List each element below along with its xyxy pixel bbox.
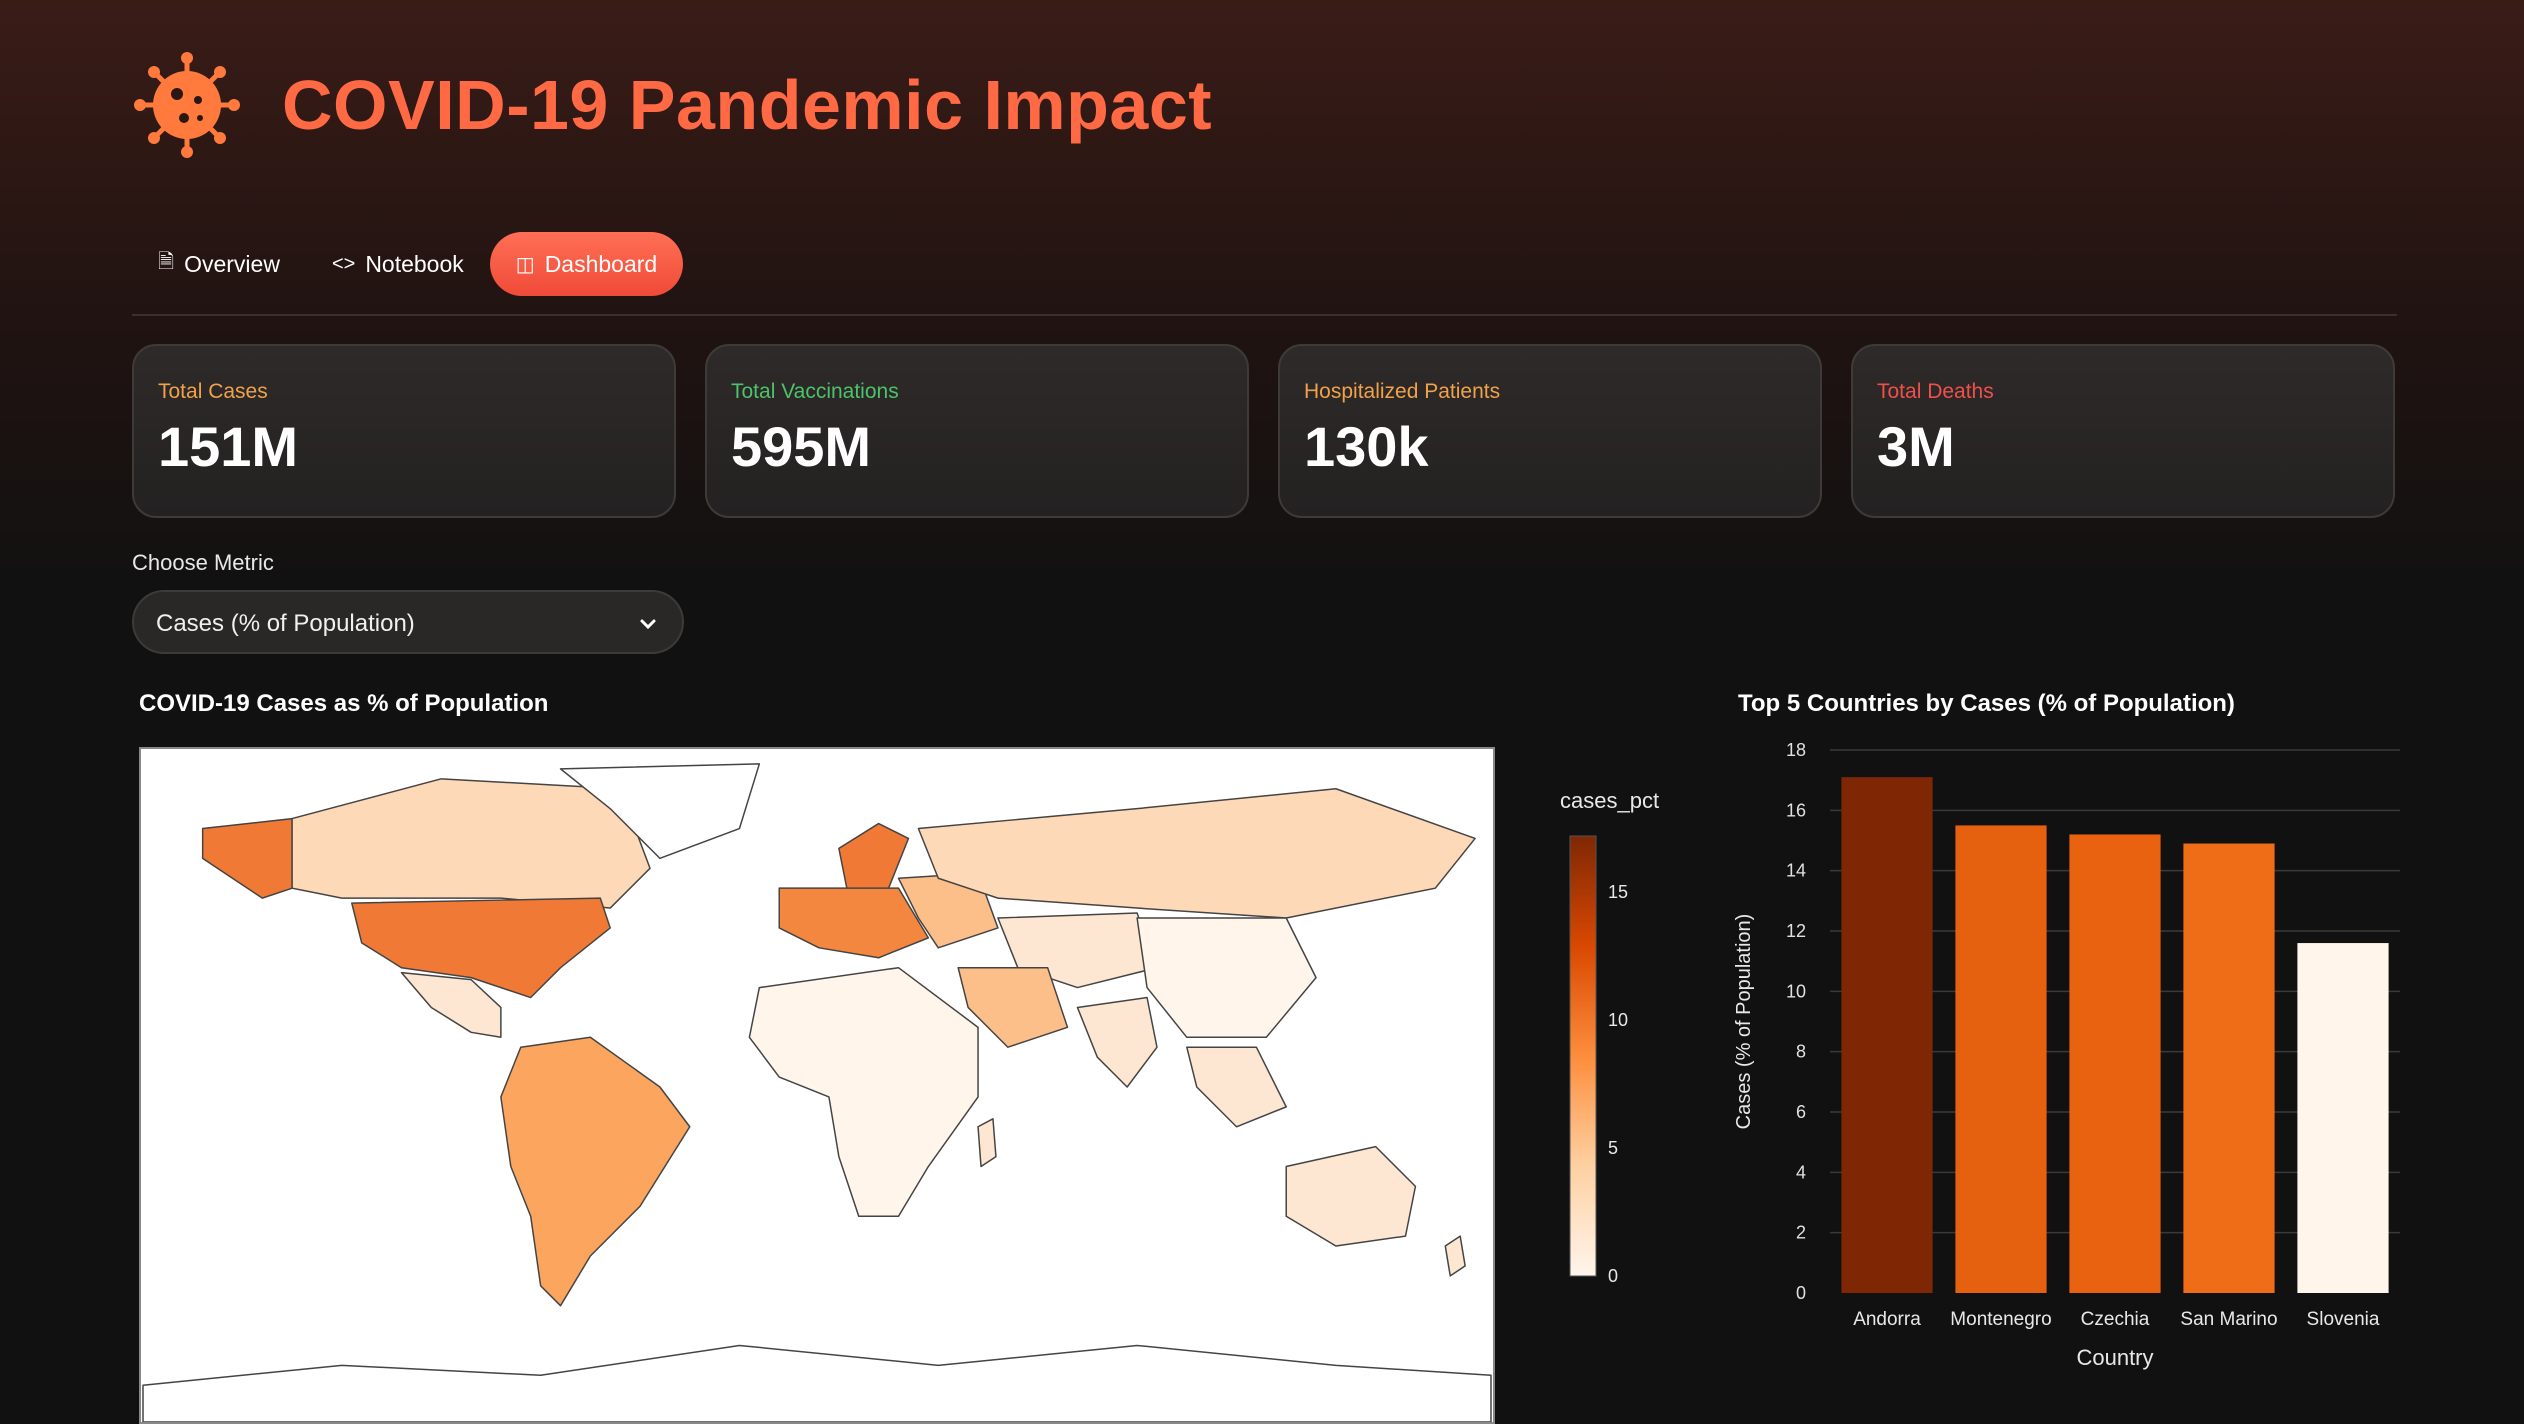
metric-value: 3M <box>1877 415 1955 478</box>
bar <box>1841 777 1933 1293</box>
metric-card-total-deaths: Total Deaths 3M <box>1851 344 2395 518</box>
region-southeast-asia <box>1186 1046 1287 1128</box>
bar-chart: 0 2 4 6 8 10 12 14 16 18 Andorra Montenegro Czechia S… <box>1733 740 2400 1370</box>
metric-label: Total Vaccinations <box>731 380 899 403</box>
region-china <box>1136 917 1317 1039</box>
metric-card-hospitalized-patients: Hospitalized Patients 130k <box>1278 344 1822 518</box>
colorbar-graphic: cases_pct 15 10 5 0 <box>1560 788 1659 1286</box>
y-tick-label: 0 <box>1796 1283 1806 1303</box>
metric-select[interactable]: Cases (% of Population) <box>132 590 684 654</box>
world-choropleth-map[interactable] <box>139 747 1495 1424</box>
y-tick-label: 8 <box>1796 1042 1806 1062</box>
region-scandinavia <box>838 822 910 899</box>
region-australia <box>1285 1145 1417 1247</box>
tab-notebook[interactable]: <> Notebook <box>306 232 490 296</box>
x-tick-label: Montenegro <box>1950 1309 2051 1330</box>
app-header: COVID-19 Pandemic Impact <box>132 50 1212 160</box>
y-tick-label: 10 <box>1786 981 1806 1001</box>
bar <box>2297 943 2389 1293</box>
y-tick-label: 2 <box>1796 1223 1806 1243</box>
metric-card-total-vaccinations: Total Vaccinations 595M <box>705 344 1249 518</box>
chevron-down-icon <box>640 619 656 630</box>
x-tick-label: Slovenia <box>2307 1309 2380 1330</box>
colorbar-tick: 5 <box>1608 1138 1618 1158</box>
region-usa <box>351 897 611 999</box>
tab-label: Overview <box>184 250 280 277</box>
region-western-europe <box>778 887 930 959</box>
y-tick-label: 6 <box>1796 1102 1806 1122</box>
bar <box>1955 825 2047 1293</box>
tab-label: Notebook <box>365 250 464 277</box>
x-tick-label: San Marino <box>2180 1309 2277 1330</box>
colorbar-tick: 10 <box>1608 1010 1628 1030</box>
region-antarctica <box>142 1344 1492 1422</box>
bar-chart-title: Top 5 Countries by Cases (% of Populatio… <box>1738 690 2235 717</box>
code-icon: <> <box>331 252 356 275</box>
y-axis-label: Cases (% of Population) <box>1733 914 1755 1130</box>
x-axis-label: Country <box>2076 1345 2153 1370</box>
bar <box>2183 843 2275 1293</box>
y-tick-label: 18 <box>1786 740 1806 760</box>
colorbar-tick: 0 <box>1608 1266 1618 1286</box>
colorbar-tick: 15 <box>1608 882 1628 902</box>
colorbar-title: cases_pct <box>1560 790 1659 813</box>
document-icon: 🗎 <box>158 251 175 273</box>
metric-select-label: Choose Metric <box>132 550 274 575</box>
x-tick-label: Czechia <box>2081 1309 2150 1330</box>
metric-label: Total Deaths <box>1877 380 1994 403</box>
metric-card-total-cases: Total Cases 151M <box>132 344 676 518</box>
metric-value: 595M <box>731 415 872 478</box>
y-tick-label: 14 <box>1786 861 1806 881</box>
region-south-america <box>500 1036 691 1307</box>
tab-overview[interactable]: 🗎 Overview <box>132 232 306 296</box>
virus-icon <box>134 52 240 158</box>
metric-label: Hospitalized Patients <box>1304 380 1501 403</box>
x-tick-label: Andorra <box>1853 1309 1921 1330</box>
bar <box>2069 834 2161 1293</box>
metric-value: 151M <box>158 415 299 478</box>
map-title: COVID-19 Cases as % of Population <box>139 690 549 717</box>
y-tick-label: 16 <box>1786 800 1806 820</box>
map-colorbar: cases_pct 15 10 5 0 <box>1560 788 1680 1295</box>
dashboard-icon: ◫ <box>515 253 535 276</box>
metric-label: Total Cases <box>158 380 268 403</box>
metric-value: 130k <box>1304 415 1429 478</box>
y-tick-label: 12 <box>1786 921 1806 941</box>
region-madagascar <box>977 1118 997 1168</box>
tab-label: Dashboard <box>544 250 658 277</box>
world-map-shapes <box>142 763 1492 1422</box>
region-alaska <box>201 817 293 899</box>
tab-dashboard[interactable]: ◫ Dashboard <box>489 232 684 296</box>
page-title: COVID-19 Pandemic Impact <box>282 66 1213 144</box>
region-new-zealand <box>1444 1235 1466 1277</box>
tabs-divider <box>132 314 2397 316</box>
tab-bar: 🗎 Overview <> Notebook ◫ Dashboard <box>132 232 684 296</box>
region-russia <box>917 788 1476 919</box>
region-africa <box>748 966 979 1217</box>
y-tick-label: 4 <box>1796 1162 1806 1182</box>
metric-select-value: Cases (% of Population) <box>156 610 415 637</box>
region-india <box>1076 996 1158 1088</box>
region-greenland <box>559 763 761 860</box>
region-mexico <box>400 971 502 1039</box>
region-middle-east <box>957 966 1069 1048</box>
